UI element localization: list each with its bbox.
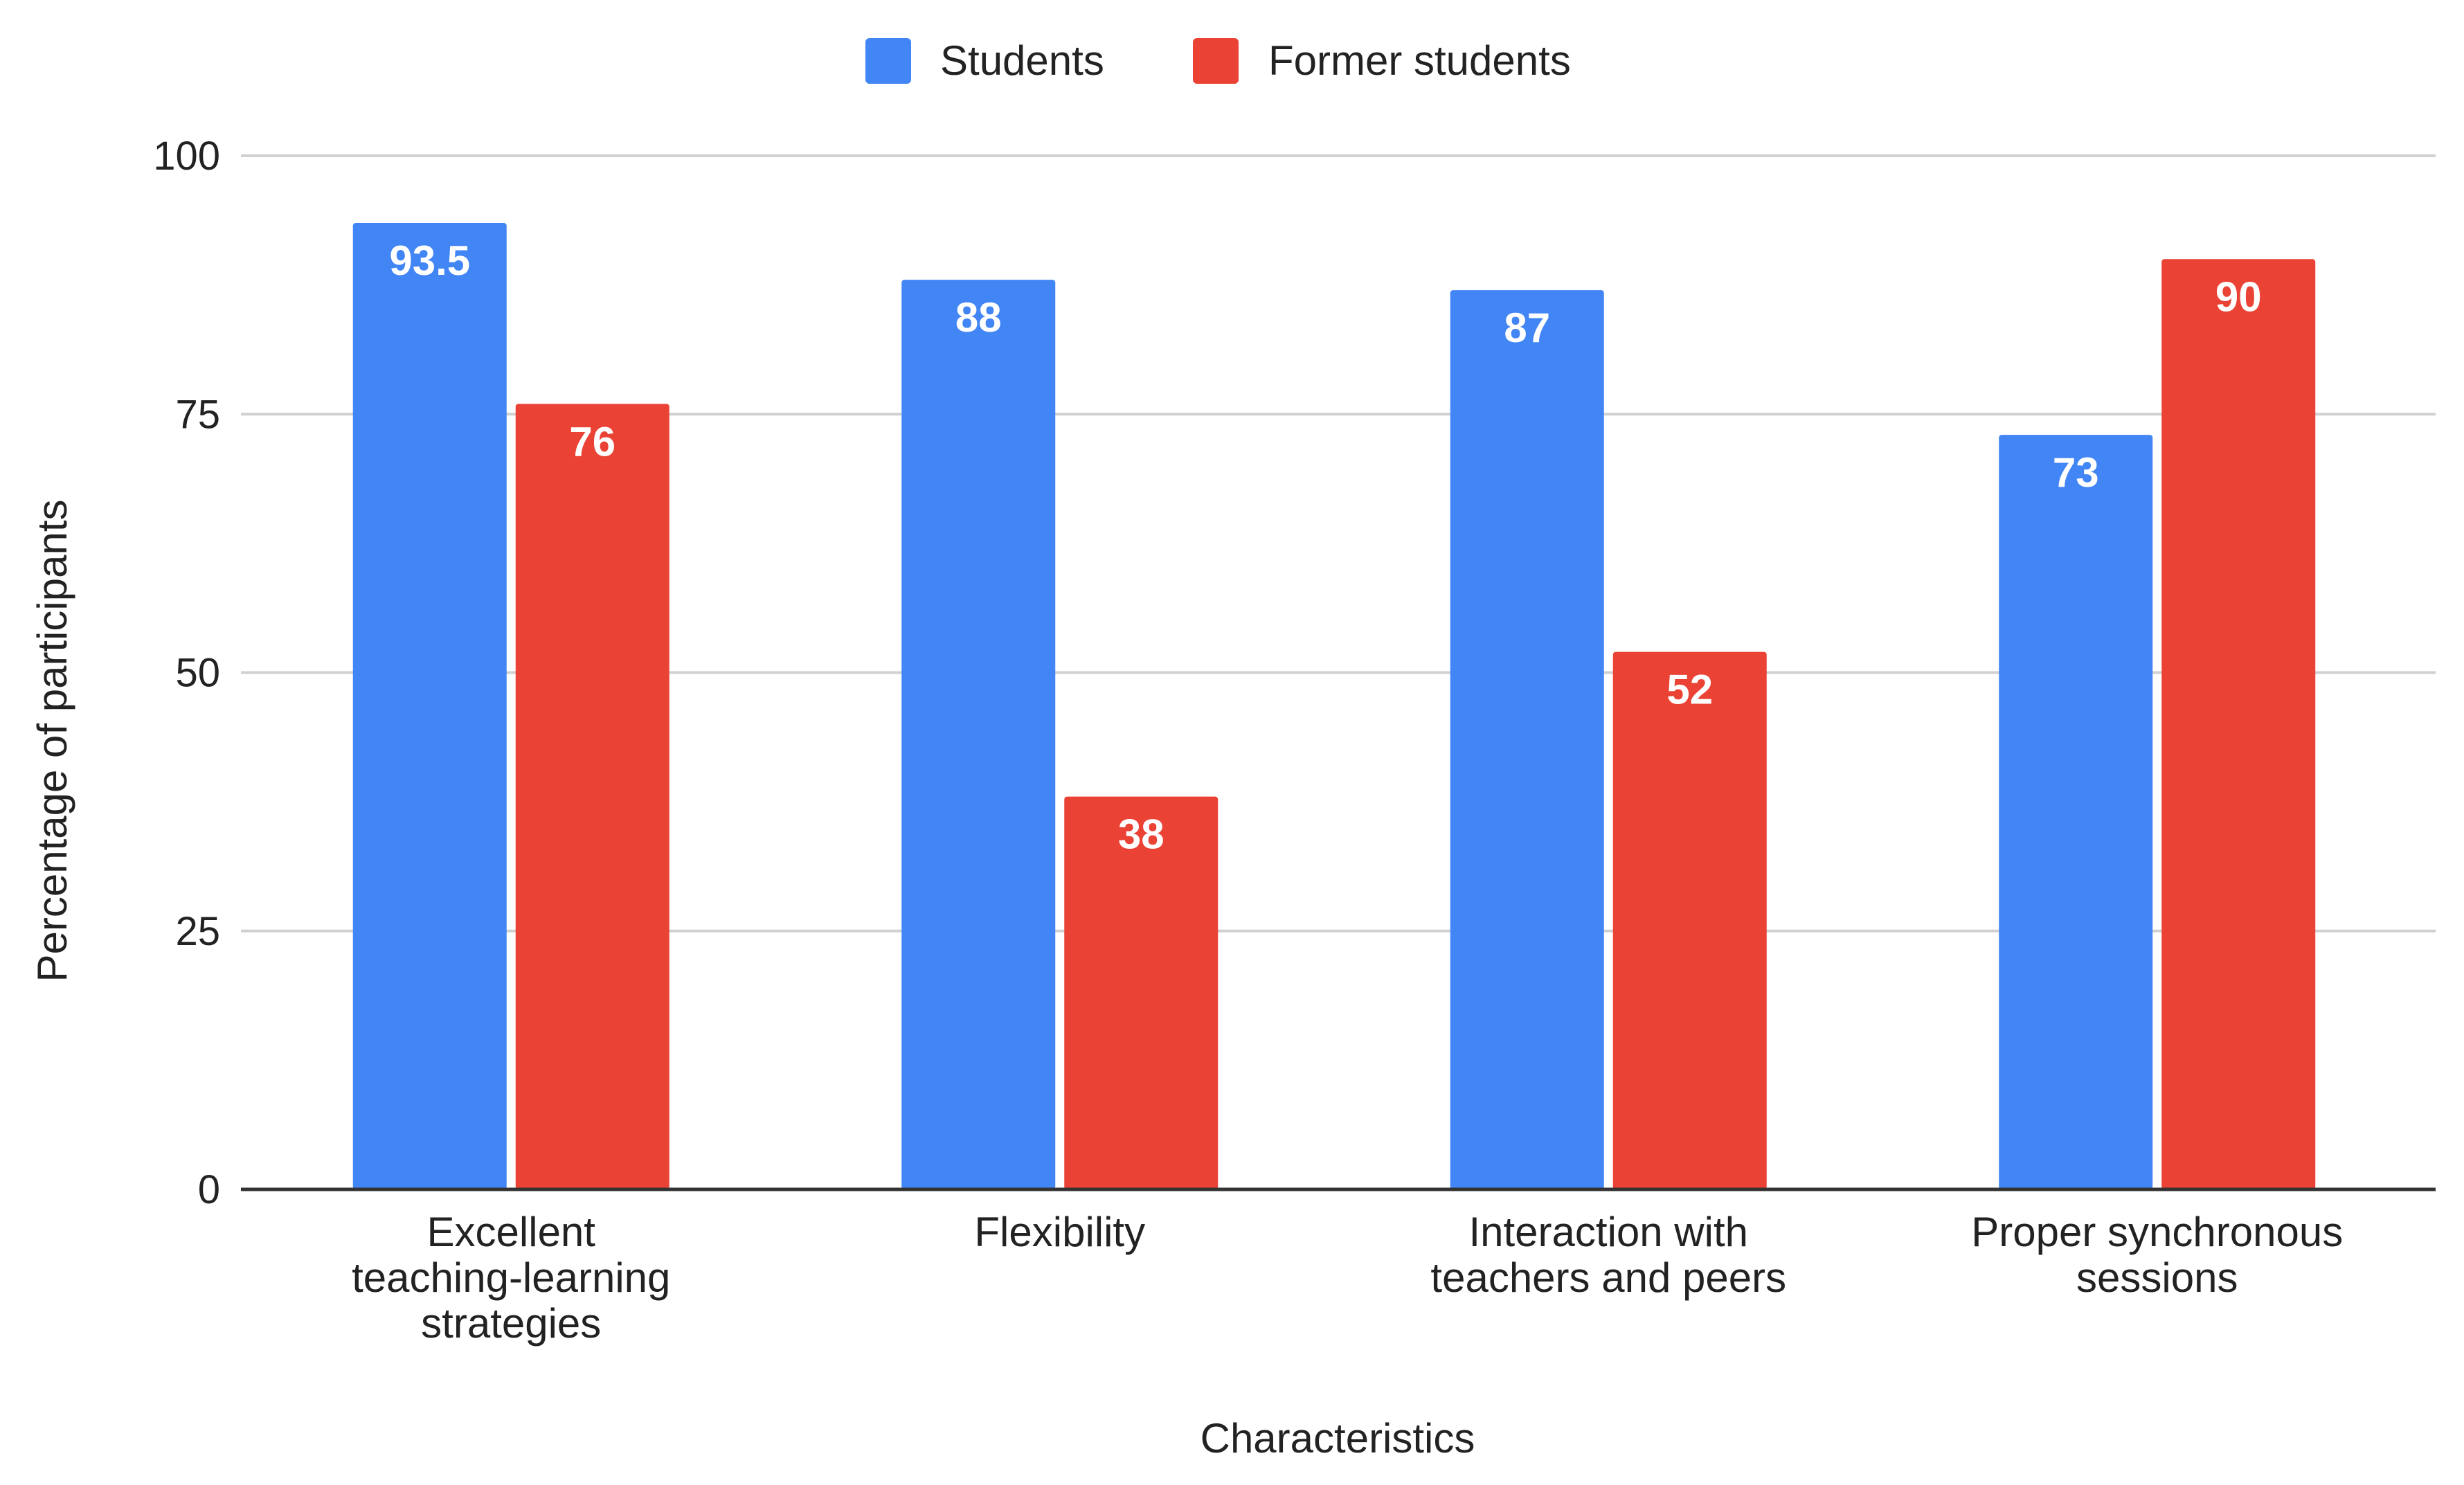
bar-data-label: 76 [569,418,615,465]
x-category-label: Interaction with teachers and peers [1430,1209,1786,1301]
bar-data-label: 38 [1118,811,1164,858]
x-axis-categories: Excellent teaching-learning strategies Flex… [352,1209,2343,1347]
bar-former-students-0 [515,404,669,1189]
x-category-label-line: teaching-learning [352,1254,670,1301]
x-category-label: Proper synchronous sessions [1971,1209,2343,1301]
bar-students-2 [1450,290,1604,1190]
y-tick-label: 0 [198,1167,220,1212]
legend-swatch-former-students [1193,38,1239,84]
bars: 93.5 88 87 73 76 38 52 90 [352,223,2316,1190]
bar-former-students-3 [2161,259,2316,1189]
x-category-label-line: Proper synchronous [1971,1209,2343,1255]
x-category-label-line: teachers and peers [1430,1254,1786,1301]
bar-students-3 [1999,435,2153,1189]
y-tick-label: 50 [175,651,220,696]
legend-label: Former students [1268,37,1571,84]
bar-data-label: 87 [1504,305,1550,351]
y-axis-ticks: 0 25 50 75 100 [153,134,220,1212]
y-tick-label: 75 [175,392,220,437]
bar-data-label: 93.5 [389,237,470,284]
bar-data-label: 73 [2053,449,2099,496]
bar-data-label: 90 [2215,273,2262,320]
x-category-label-line: strategies [421,1300,601,1347]
x-category-label-line: Flexibility [974,1209,1145,1255]
x-category-label: Flexibility [974,1209,1145,1255]
x-category-label: Excellent teaching-learning strategies [352,1209,670,1347]
legend: Students Former students [865,37,1571,84]
bar-students-0 [352,223,507,1189]
y-tick-label: 25 [175,909,220,954]
legend-swatch-students [865,38,911,84]
bar-students-1 [901,280,1056,1189]
legend-label: Students [940,37,1104,84]
bar-former-students-2 [1612,651,1767,1189]
bar-data-label: 52 [1666,667,1713,713]
x-category-label-line: Excellent [427,1209,596,1255]
y-axis-title: Percentage of participants [29,499,75,982]
x-category-label-line: sessions [2076,1254,2238,1301]
x-axis-title: Characteristics [1200,1415,1475,1461]
bar-data-label: 88 [955,294,1002,341]
bar-former-students-1 [1064,796,1218,1189]
y-tick-label: 100 [153,134,220,179]
x-category-label-line: Interaction with [1468,1209,1748,1255]
